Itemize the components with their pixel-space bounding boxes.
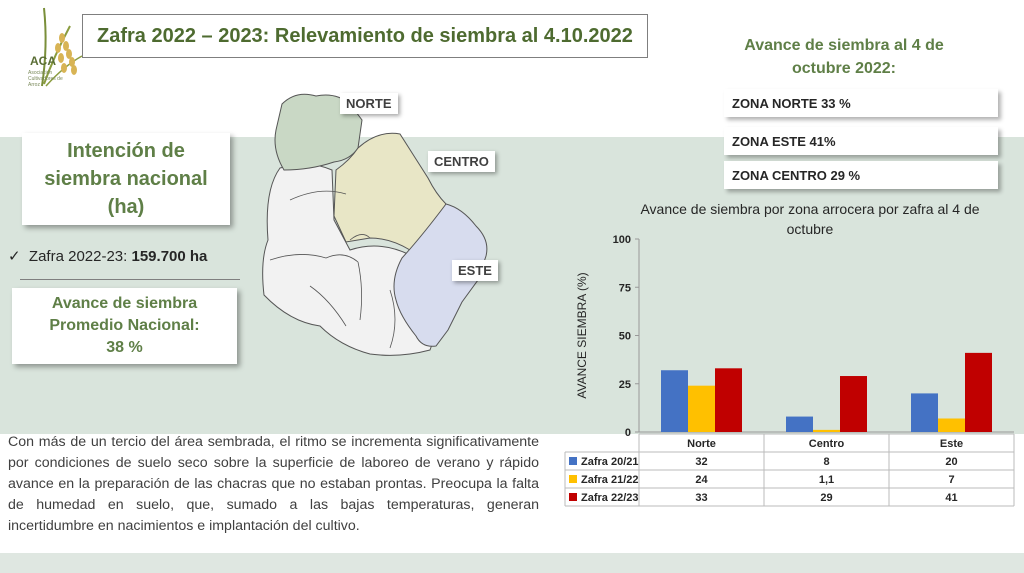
data-label: 8	[823, 456, 829, 468]
legend-label: Zafra 20/21	[581, 456, 638, 468]
legend-label: Zafra 22/23	[581, 492, 638, 504]
chart-title: Avance de siembra por zona arrocera por …	[640, 201, 980, 237]
y-tick-label: 25	[619, 379, 631, 391]
bar	[661, 370, 688, 432]
intencion-line: siembra nacional	[44, 168, 208, 190]
aca-logo	[14, 6, 94, 90]
map-region-este	[393, 203, 488, 347]
y-axis-label: AVANCE SIEMBRA (%)	[575, 272, 589, 398]
zona-este-box: ZONA ESTE 41%	[724, 127, 998, 155]
background-footer-band	[0, 553, 1024, 573]
y-tick-label: 50	[619, 331, 631, 343]
y-tick-label: 100	[613, 234, 631, 246]
avance-promedio-line: Promedio Nacional:	[49, 317, 200, 334]
category-label: Este	[940, 438, 963, 450]
legend-swatch	[569, 493, 577, 501]
category-label: Norte	[687, 438, 716, 450]
bar	[840, 376, 867, 432]
legend-swatch	[569, 475, 577, 483]
data-label: 29	[820, 492, 832, 504]
zafra-label: Zafra 2022-23:	[28, 248, 128, 265]
bar	[813, 429, 840, 432]
avance-promedio-value: 38 %	[106, 339, 143, 356]
avance-title: Avance de siembra al 4 de octubre 2022:	[744, 37, 944, 77]
legend-label: Zafra 21/22	[581, 474, 638, 486]
description-paragraph: Con más de un tercio del área sembrada, …	[8, 434, 539, 534]
data-label: 1,1	[819, 474, 834, 486]
y-tick-label: 75	[619, 282, 631, 294]
zona-centro-box: ZONA CENTRO 29 %	[724, 161, 998, 189]
uruguay-map	[262, 93, 488, 356]
map-region-other	[262, 164, 441, 356]
map-label-norte: NORTE	[340, 93, 398, 114]
bar-chart: 0 25 50 75 100 AVANCE SIEMBRA (%) Norte Centro E…	[564, 234, 1015, 507]
intencion-line: Intención de	[67, 140, 185, 162]
bar	[786, 416, 813, 432]
bar	[688, 385, 715, 432]
bar	[911, 393, 938, 432]
avance-promedio-box: Avance de siembra Promedio Nacional: 38 …	[12, 288, 237, 364]
bar	[938, 418, 965, 432]
logo-subtitle: Asociación Cultivadores de Arroz	[28, 70, 63, 88]
intencion-siembra-box: Intención de siembra nacional (ha)	[22, 133, 230, 225]
intencion-line: (ha)	[107, 196, 145, 218]
data-label: 24	[695, 474, 708, 486]
legend-swatch	[569, 457, 577, 465]
map-label-centro: CENTRO	[428, 151, 495, 172]
data-label: 20	[945, 456, 957, 468]
data-label: 41	[945, 492, 957, 504]
map-label-este: ESTE	[452, 260, 498, 281]
category-label: Centro	[809, 438, 845, 450]
bar	[965, 352, 992, 432]
data-label: 32	[695, 456, 707, 468]
zafra-value: 159.700 ha	[131, 248, 208, 265]
page-title: Zafra 2022 – 2023: Relevamiento de siemb…	[82, 14, 648, 58]
avance-promedio-line: Avance de siembra	[51, 295, 198, 312]
divider	[20, 279, 240, 280]
bar	[715, 368, 742, 432]
rice-plant-icon	[41, 7, 83, 87]
zona-norte-box: ZONA NORTE 33 %	[724, 89, 998, 117]
y-tick-label: 0	[625, 427, 631, 439]
data-label: 33	[695, 492, 707, 504]
zafra-hectares-line: ✓ Zafra 2022-23: 159.700 ha	[8, 247, 207, 265]
checkmark-icon: ✓	[8, 248, 21, 265]
data-label: 7	[948, 474, 954, 486]
logo-text: ACA	[30, 54, 56, 68]
